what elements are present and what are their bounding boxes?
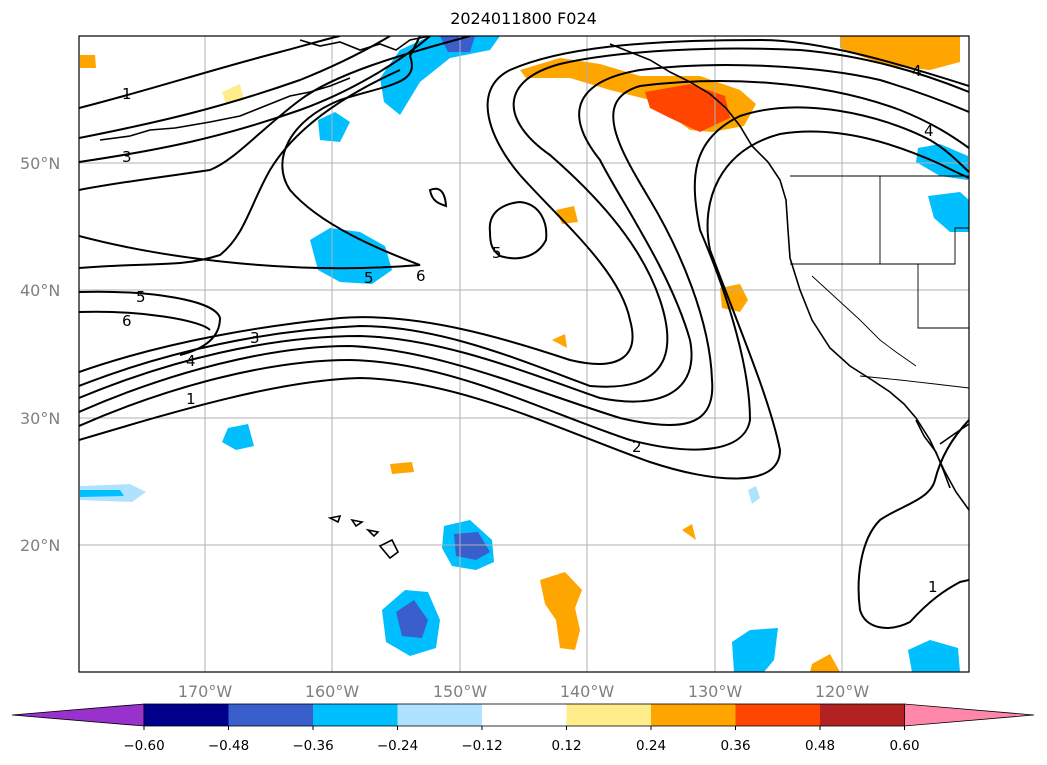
map-frame [78, 35, 970, 673]
lon-label: 170°W [178, 682, 233, 701]
contour-label: 5 [136, 288, 146, 306]
contour-label: 6 [416, 267, 426, 285]
contour-label: 5 [364, 269, 374, 287]
colorbar-tick-label: −0.60 [123, 738, 164, 754]
colorbar-segment [566, 704, 652, 726]
lat-label: 50°N [20, 154, 60, 173]
lat-label: 30°N [20, 409, 60, 428]
lon-label: 130°W [688, 682, 743, 701]
colorbar-segment [313, 704, 398, 726]
contour-label: 4 [912, 62, 922, 80]
contour-label: 1 [186, 390, 196, 408]
colorbar-segment [820, 704, 905, 726]
colorbar-extend-high [904, 703, 1035, 727]
colorbar-tick-label: 0.36 [720, 738, 750, 754]
contour-label: 4 [186, 352, 196, 370]
colorbar-tick-label: −0.36 [292, 738, 333, 754]
colorbar-tick-label: 0.60 [889, 738, 919, 754]
lon-label: 160°W [305, 682, 360, 701]
colorbar-segment [651, 704, 736, 726]
contour-label-group: 1 3 5 6 4 3 1 5 6 5 2 1 4 4 [122, 62, 938, 596]
colorbar-segment [482, 704, 567, 726]
coastlines [99, 36, 969, 560]
colorbar-frame [143, 703, 905, 727]
contour-label: 6 [122, 312, 132, 330]
colorbar-segment [735, 704, 821, 726]
colorbar-tick-label: −0.48 [208, 738, 249, 754]
contour-label: 3 [250, 329, 260, 347]
colorbar-segment [228, 704, 314, 726]
contour-label: 1 [928, 578, 938, 596]
lon-label: 150°W [433, 682, 488, 701]
graticule [79, 36, 969, 672]
colorbar-tick-label: 0.48 [805, 738, 835, 754]
contour-label: 1 [122, 85, 132, 103]
colorbar-extend-low [11, 703, 145, 727]
colorbar-tick-label: 0.24 [636, 738, 666, 754]
colorbar-segment [144, 704, 229, 726]
contour-label: 2 [632, 438, 642, 456]
colorbar-tick-label: 0.12 [551, 738, 581, 754]
anomaly-shading [80, 36, 969, 672]
map-title: 2024011800 F024 [450, 9, 597, 28]
lon-label: 140°W [560, 682, 615, 701]
colorbar-segment [397, 704, 483, 726]
longitude-labels: 170°W 160°W 150°W 140°W 130°W 120°W [178, 682, 870, 701]
contour-label: 5 [492, 244, 502, 262]
contour-label: 4 [924, 122, 934, 140]
colorbar-tick-label: −0.12 [461, 738, 502, 754]
lat-label: 20°N [20, 536, 60, 555]
colorbar: −0.60 −0.48 −0.36 −0.24 −0.12 0.12 0.24 0.36 0.4… [11, 703, 1035, 754]
lon-label: 120°W [815, 682, 870, 701]
map-area: 1 3 5 6 4 3 1 5 6 5 2 1 4 4 [79, 36, 969, 672]
contour-lines [79, 36, 969, 629]
contour-label: 3 [122, 148, 132, 166]
lat-label: 40°N [20, 281, 60, 300]
latitude-labels: 50°N 40°N 30°N 20°N [20, 154, 60, 555]
colorbar-tick-label: −0.24 [377, 738, 418, 754]
